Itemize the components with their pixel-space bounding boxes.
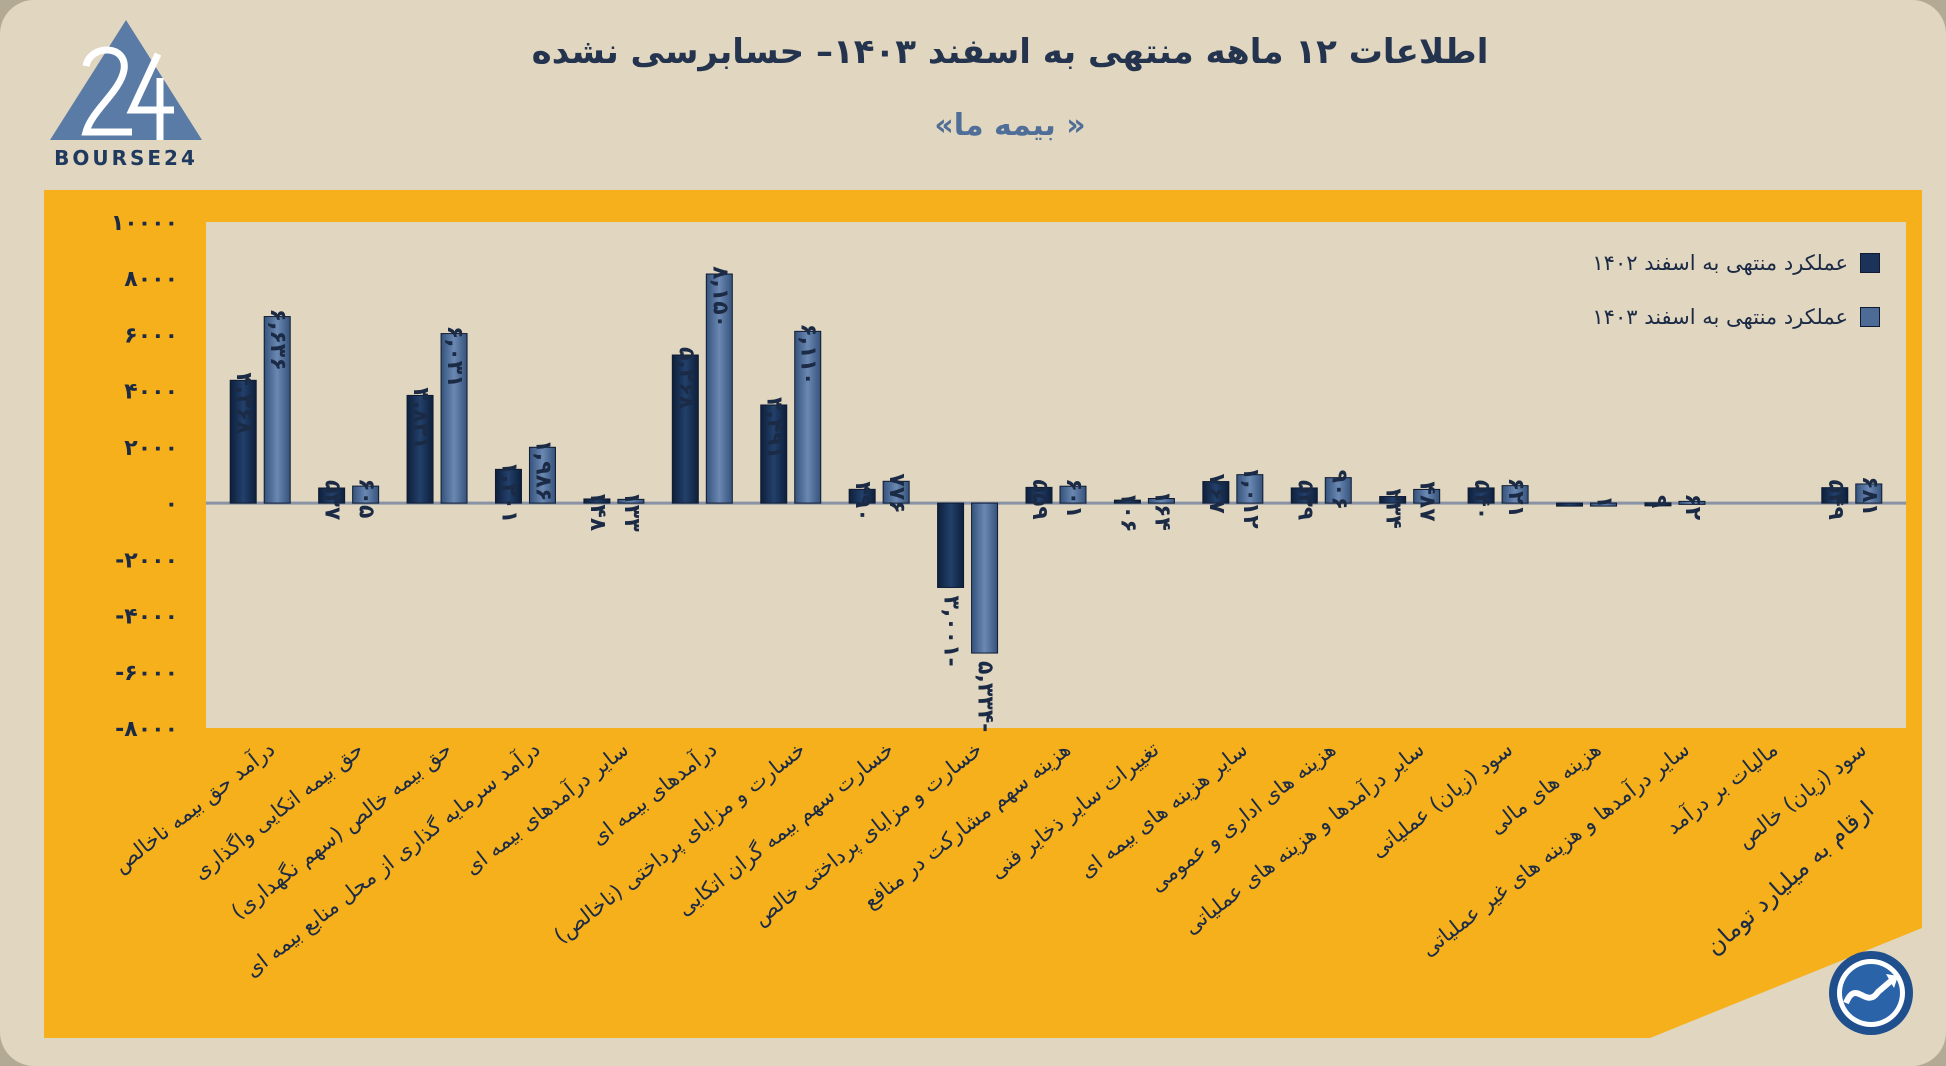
data-label: ۱۶۴ <box>1149 491 1174 531</box>
data-label: ۶۲ <box>1680 493 1705 520</box>
bar-1403 <box>1855 483 1883 504</box>
bar-1402 <box>1644 502 1672 507</box>
bar-1402 <box>494 468 522 504</box>
data-label: ۴۹۰ <box>850 481 875 521</box>
data-label: ۶,۰۳۱ <box>442 326 467 388</box>
bar-1403 <box>528 446 556 504</box>
data-label: -۳,۰۰۱ <box>939 595 964 666</box>
data-label: ۵,۲۶۸ <box>673 347 698 410</box>
data-label: ۱ <box>1592 495 1617 508</box>
data-label: ۱,۹۸۶ <box>530 439 555 501</box>
data-label: ۶۸۱ <box>1857 476 1882 516</box>
bar-1403 <box>440 333 468 504</box>
bar-1403 <box>1413 488 1441 504</box>
y-tick-label: -۶۰۰۰ <box>115 661 178 686</box>
page-subtitle: « بیمه ما» <box>934 108 1086 143</box>
y-tick-label: ۰ <box>165 492 178 517</box>
data-label: ۱۴۸ <box>585 491 610 532</box>
data-label: ۵۴۰ <box>1469 480 1494 520</box>
bar-1402 <box>1821 487 1849 504</box>
legend-label-1403: عملکرد منتهی به اسفند ۱۴۰۳ <box>1592 305 1848 329</box>
data-label: ۱,۲۰۱ <box>496 461 521 523</box>
trend-arrow-icon <box>1829 951 1913 1035</box>
y-tick-label: -۲۰۰۰ <box>115 548 178 573</box>
y-tick-label: ۶۰۰۰ <box>124 323 178 348</box>
legend-item-1402: عملکرد منتهی به اسفند ۱۴۰۲ <box>1540 236 1880 290</box>
bar-1403 <box>794 330 822 504</box>
bar-1403 <box>1059 485 1087 504</box>
bar-1403 <box>971 502 999 654</box>
bar-1402 <box>406 394 434 504</box>
data-label: ۷۷۶ <box>884 473 909 513</box>
y-tick-label: -۴۰۰۰ <box>115 605 178 630</box>
data-label: ۲۳۴ <box>1381 489 1406 529</box>
data-label: ۶۰۵ <box>354 478 379 518</box>
y-tick-label: ۸۰۰۰ <box>124 267 178 292</box>
bourse24-logo-icon <box>50 20 202 140</box>
data-label: ۱۰۶ <box>1115 492 1140 532</box>
legend-item-1403: عملکرد منتهی به اسفند ۱۴۰۳ <box>1540 290 1880 344</box>
legend-swatch-1402 <box>1860 253 1880 273</box>
y-tick-label: ۲۰۰۰ <box>124 436 178 461</box>
plot-area <box>206 222 1906 728</box>
data-label: ۵۳۷ <box>320 480 345 521</box>
data-label: ۹ <box>1646 495 1671 508</box>
bar-1402 <box>1556 502 1584 507</box>
legend-swatch-1403 <box>1860 307 1880 327</box>
bar-1402 <box>1113 499 1141 504</box>
chart-legend: عملکرد منتهی به اسفند ۱۴۰۲ عملکرد منتهی … <box>1540 236 1880 344</box>
y-tick-label: -۸۰۰۰ <box>115 717 178 742</box>
data-label: ۳,۴۹۱ <box>762 397 787 459</box>
bar-1402 <box>1290 487 1318 504</box>
data-label: ۸,۱۵۰ <box>707 266 732 328</box>
data-label: -۵,۳۳۴ <box>973 661 998 732</box>
data-label: ۶۲۱ <box>1503 478 1528 518</box>
data-label: ۳,۸۳۱ <box>408 387 433 449</box>
data-label: ۵۴۹ <box>1823 480 1848 520</box>
data-label: ۴,۳۶۸ <box>231 372 256 435</box>
bar-1402 <box>1025 486 1053 504</box>
data-label: ۱,۰۱۲ <box>1238 467 1263 530</box>
logo-text: BOURSE24 <box>54 146 198 170</box>
bar-1402 <box>760 404 788 504</box>
bar-1402 <box>671 354 699 504</box>
bar-1403 <box>1590 502 1618 507</box>
bar-1402 <box>229 379 257 504</box>
data-label: ۶,۶۳۶ <box>265 309 290 371</box>
bar-1403 <box>263 316 291 504</box>
bar-1403 <box>882 480 910 504</box>
bar-1403 <box>705 273 733 504</box>
bar-1403 <box>1236 474 1264 504</box>
bar-1402 <box>937 502 965 588</box>
bar-1402 <box>1202 481 1230 504</box>
data-label: ۴۸۷ <box>1415 481 1440 522</box>
bar-1402 <box>583 498 611 504</box>
data-label: ۶,۱۱۰ <box>796 323 821 385</box>
data-label: ۶۰۱ <box>1061 478 1086 518</box>
data-label: ۵۳۹ <box>1292 480 1317 520</box>
bar-1402 <box>1379 496 1407 504</box>
bar-1402 <box>848 488 876 504</box>
bar-1403 <box>1501 485 1529 504</box>
page-title: اطلاعات ۱۲ ماهه منتهی به اسفند ۱۴۰۳– حسا… <box>531 32 1489 72</box>
bar-1403 <box>1324 477 1352 504</box>
y-tick-label: ۱۰۰۰۰ <box>111 211 178 236</box>
y-tick-label: ۴۰۰۰ <box>124 380 178 405</box>
bar-1403 <box>1678 500 1706 505</box>
bar-1402 <box>1467 487 1495 504</box>
legend-label-1402: عملکرد منتهی به اسفند ۱۴۰۲ <box>1592 251 1848 275</box>
data-label: ۱۳۳ <box>619 491 644 532</box>
data-label: ۵۵۹ <box>1027 479 1052 519</box>
bar-1402 <box>318 487 346 504</box>
bar-1403 <box>617 498 645 504</box>
data-label: ۹۰۶ <box>1326 470 1351 510</box>
data-label: ۷۶۷ <box>1204 474 1229 515</box>
bar-1403 <box>1147 498 1175 504</box>
bar-1403 <box>352 485 380 504</box>
